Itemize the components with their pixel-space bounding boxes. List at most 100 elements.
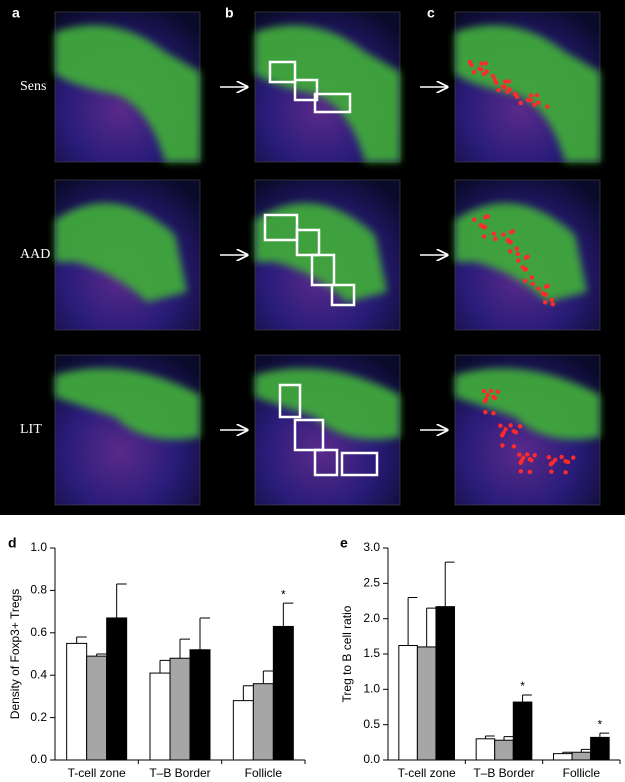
red-cell [481,71,487,77]
red-cell [511,444,517,449]
bar [66,642,88,761]
micrograph [254,179,401,331]
red-cell [517,452,522,457]
red-cell [518,100,523,106]
y-tick-label: 1.0 [363,682,380,696]
error-bar [503,736,514,741]
red-cell [482,399,488,404]
panel-label: e [340,535,348,551]
red-cell [490,73,496,79]
red-cell [565,459,571,465]
red-cell [507,87,512,92]
red-cell [563,470,568,475]
error-bar [599,732,610,738]
red-cell [522,278,528,283]
red-cell [469,62,474,68]
red-cell [532,102,537,107]
red-cell [481,234,487,239]
y-tick-label: 0.5 [363,717,380,731]
red-cell [542,299,548,305]
micrograph [454,179,601,331]
red-cell [493,236,498,242]
red-cell [494,80,499,86]
red-cell [506,79,511,84]
x-tick-label: T-cell zone [398,766,456,780]
green-stain [55,368,200,440]
y-tick-label: 0.0 [363,752,380,766]
red-cell [485,392,490,398]
y-tick-label: 3.0 [363,540,380,554]
red-cell [550,301,556,307]
micrograph [454,354,601,506]
bar [398,645,418,761]
red-cell [508,423,513,428]
red-cell [529,275,535,280]
bar [494,739,514,761]
y-tick-label: 1.5 [363,646,380,660]
red-cell [491,231,497,236]
red-cell [514,94,520,99]
red-cell [471,69,477,75]
red-cell [484,69,489,74]
error-bar [484,735,495,739]
red-cell [488,388,494,393]
region-box [313,92,352,114]
red-cell [527,469,533,475]
red-cell [499,433,505,438]
red-cell [508,229,514,235]
micrograph [254,354,401,506]
red-cell [521,455,526,460]
x-tick-label: T–B Border [149,766,210,780]
region-box [310,253,336,287]
error-bar [199,617,210,650]
y-tick-label: 0.8 [30,583,47,597]
red-cell [523,255,529,260]
green-stain [455,368,600,440]
error-bar [282,602,294,627]
y-tick-label: 1.0 [30,540,47,554]
row-label: Sens [20,79,46,94]
y-tick-label: 0.2 [30,710,47,724]
red-cell [518,469,524,474]
bar [435,606,456,761]
row-label: AAD [20,247,50,262]
green-stain [55,203,187,302]
red-cell [536,286,541,291]
x-tick-label: Follicle [563,766,601,780]
significance-marker: * [520,679,525,693]
micrograph [454,11,601,163]
micrograph [54,354,201,506]
error-bar [522,694,532,703]
error-bar [76,636,87,644]
red-cell [472,217,477,222]
red-cell [515,251,521,257]
red-cell [528,98,534,103]
red-cell [505,237,511,243]
red-cell [518,460,523,465]
bar [475,738,496,761]
red-cell [478,222,483,228]
red-cell [492,395,498,401]
bar [512,701,533,761]
red-cell [479,61,484,66]
red-cell [530,281,536,286]
y-tick-label: 0.0 [30,752,47,766]
y-tick-label: 2.0 [363,611,380,625]
red-cell [552,457,558,463]
x-tick-label: Follicle [245,766,283,780]
red-cell [481,388,487,394]
red-cell [540,290,546,296]
bar [590,736,610,761]
panel-label: d [8,535,17,551]
bar [571,751,592,761]
y-tick-label: 0.4 [30,667,47,681]
panel-label: b [225,5,234,21]
red-cell [502,79,508,84]
red-cell [549,297,555,303]
red-cell [525,452,530,457]
region-box [278,383,302,419]
red-cell [571,455,576,460]
red-cell [545,104,550,109]
x-tick-label: T–B Border [473,766,534,780]
